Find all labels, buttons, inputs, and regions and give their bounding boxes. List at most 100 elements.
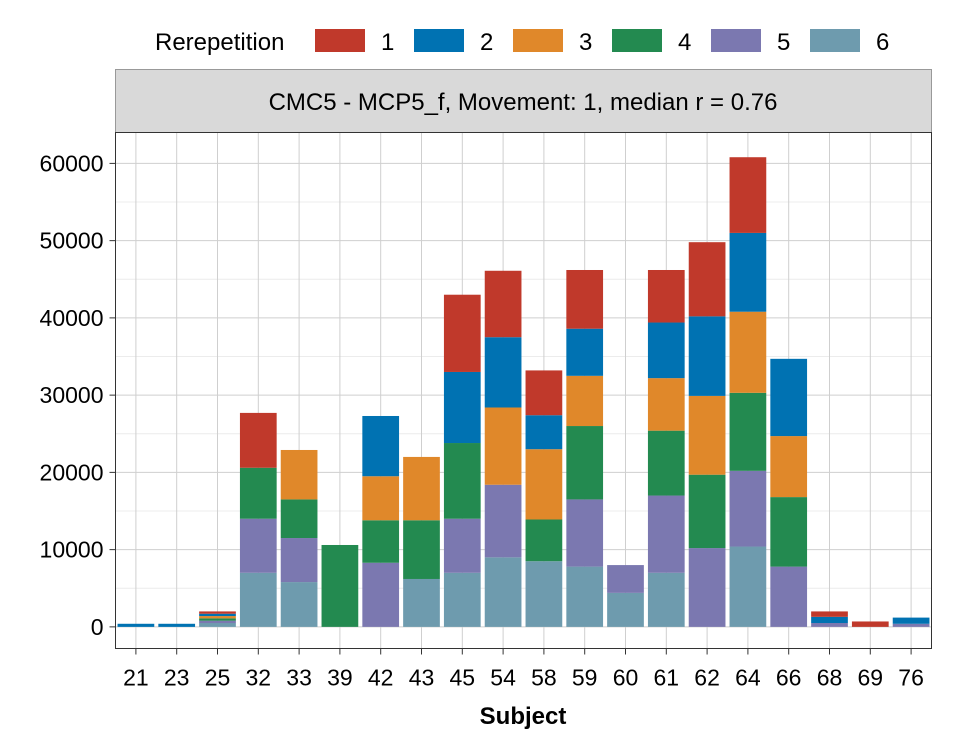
bar-segment: [443, 572, 481, 627]
bar-segment: [199, 613, 236, 617]
x-axis-title: Subject: [480, 703, 567, 730]
bar-segment: [729, 546, 767, 627]
bar-segment: [443, 294, 481, 372]
y-tick-label: 40000: [40, 305, 104, 331]
legend-label: 4: [678, 29, 691, 56]
bar-segment: [525, 561, 563, 627]
x-tick-label: 25: [205, 665, 231, 691]
bar-segment: [647, 269, 685, 323]
bar-segment: [892, 617, 930, 624]
bar-segment: [280, 499, 318, 539]
bar-segment: [280, 538, 318, 583]
x-tick-label: 33: [286, 665, 312, 691]
x-tick-label: 39: [327, 665, 353, 691]
x-tick-label: 54: [490, 665, 516, 691]
x-tick-label: 59: [572, 665, 598, 691]
bar-segment: [770, 436, 808, 498]
y-tick-label: 50000: [40, 228, 104, 254]
x-tick-label: 61: [654, 665, 680, 691]
bar-segment: [484, 407, 522, 485]
bar-segment: [280, 449, 318, 500]
legend-label: 2: [480, 29, 493, 56]
grid-major: [115, 132, 932, 649]
bar-segment: [403, 456, 440, 521]
bar-segment: [647, 430, 685, 496]
bar-segment: [443, 371, 481, 444]
bar-segment: [770, 358, 808, 437]
bar-segment: [566, 269, 604, 329]
facet-strip: [115, 69, 932, 133]
y-tick-label: 60000: [40, 150, 104, 176]
legend-label: 6: [876, 29, 889, 56]
bar-segment: [362, 520, 400, 563]
bar-segment: [688, 242, 726, 317]
legend-swatch: [810, 29, 860, 52]
bar-segment: [321, 544, 359, 627]
plot-border: [115, 132, 932, 649]
legend-label: 5: [777, 29, 790, 56]
bar-segment: [362, 415, 400, 477]
x-tick-label: 23: [164, 665, 190, 691]
bar-segment: [443, 518, 481, 573]
legend-swatch: [612, 29, 662, 52]
legend-swatch: [711, 29, 761, 52]
bar-segment: [403, 578, 440, 627]
x-tick-label: 66: [776, 665, 802, 691]
bar-segment: [484, 337, 522, 408]
x-tick-label: 42: [368, 665, 394, 691]
bars: [117, 157, 930, 627]
bar-segment: [729, 392, 767, 471]
bar-segment: [851, 621, 889, 627]
plot-background: [115, 132, 932, 649]
x-tick-label: 68: [817, 665, 843, 691]
bar-segment: [647, 495, 685, 573]
legend-label: 3: [579, 29, 592, 56]
bar-segment: [158, 623, 196, 627]
bar-segment: [484, 270, 522, 338]
bar-segment: [770, 566, 808, 627]
bar-segment: [525, 370, 563, 416]
x-tick-label: 43: [409, 665, 435, 691]
bar-segment: [199, 623, 236, 627]
bar-segment: [566, 426, 604, 500]
bar-segment: [688, 548, 726, 627]
bar-segment: [688, 316, 726, 396]
y-axis: 0 10000 20000 30000 40000 50000 60000: [40, 150, 116, 640]
bar-segment: [688, 474, 726, 549]
bar-segment: [729, 470, 767, 547]
y-tick-label: 30000: [40, 382, 104, 408]
bar-segment: [566, 375, 604, 427]
x-tick-label: 45: [450, 665, 476, 691]
legend-swatch: [315, 29, 365, 52]
facet-title: CMC5 - MCP5_f, Movement: 1, median r = 0…: [269, 89, 778, 116]
x-tick-label: 62: [694, 665, 720, 691]
bar-segment: [566, 328, 604, 376]
legend-swatch: [414, 29, 464, 52]
x-tick-label: 32: [246, 665, 272, 691]
bar-segment: [811, 616, 848, 624]
bar-segment: [525, 519, 563, 562]
bar-segment: [729, 311, 767, 393]
bar-segment: [199, 620, 236, 624]
bar-segment: [525, 415, 563, 450]
bar-segment: [729, 157, 767, 233]
legend-label: 1: [381, 29, 394, 56]
bar-segment: [484, 484, 522, 558]
bar-segment: [811, 611, 848, 617]
bar-segment: [688, 395, 726, 475]
legend-items: 1 2 3 4 5 6: [315, 29, 889, 56]
bar-segment: [403, 520, 440, 579]
bar-segment: [566, 499, 604, 567]
x-tick-label: 58: [531, 665, 557, 691]
y-tick-label: 10000: [40, 537, 104, 563]
bar-segment: [239, 572, 277, 627]
x-tick-label: 64: [735, 665, 761, 691]
x-axis: 21 23 25 32 33 39 42 43 45 54 58 59 60 61 62 64 66 68 69 76: [123, 648, 924, 691]
bar-segment: [647, 378, 685, 431]
bar-segment: [117, 623, 155, 627]
bar-segment: [199, 611, 236, 614]
x-tick-label: 69: [858, 665, 884, 691]
y-tick-label: 0: [91, 614, 104, 640]
bar-segment: [484, 557, 522, 627]
legend-swatch: [513, 29, 563, 52]
